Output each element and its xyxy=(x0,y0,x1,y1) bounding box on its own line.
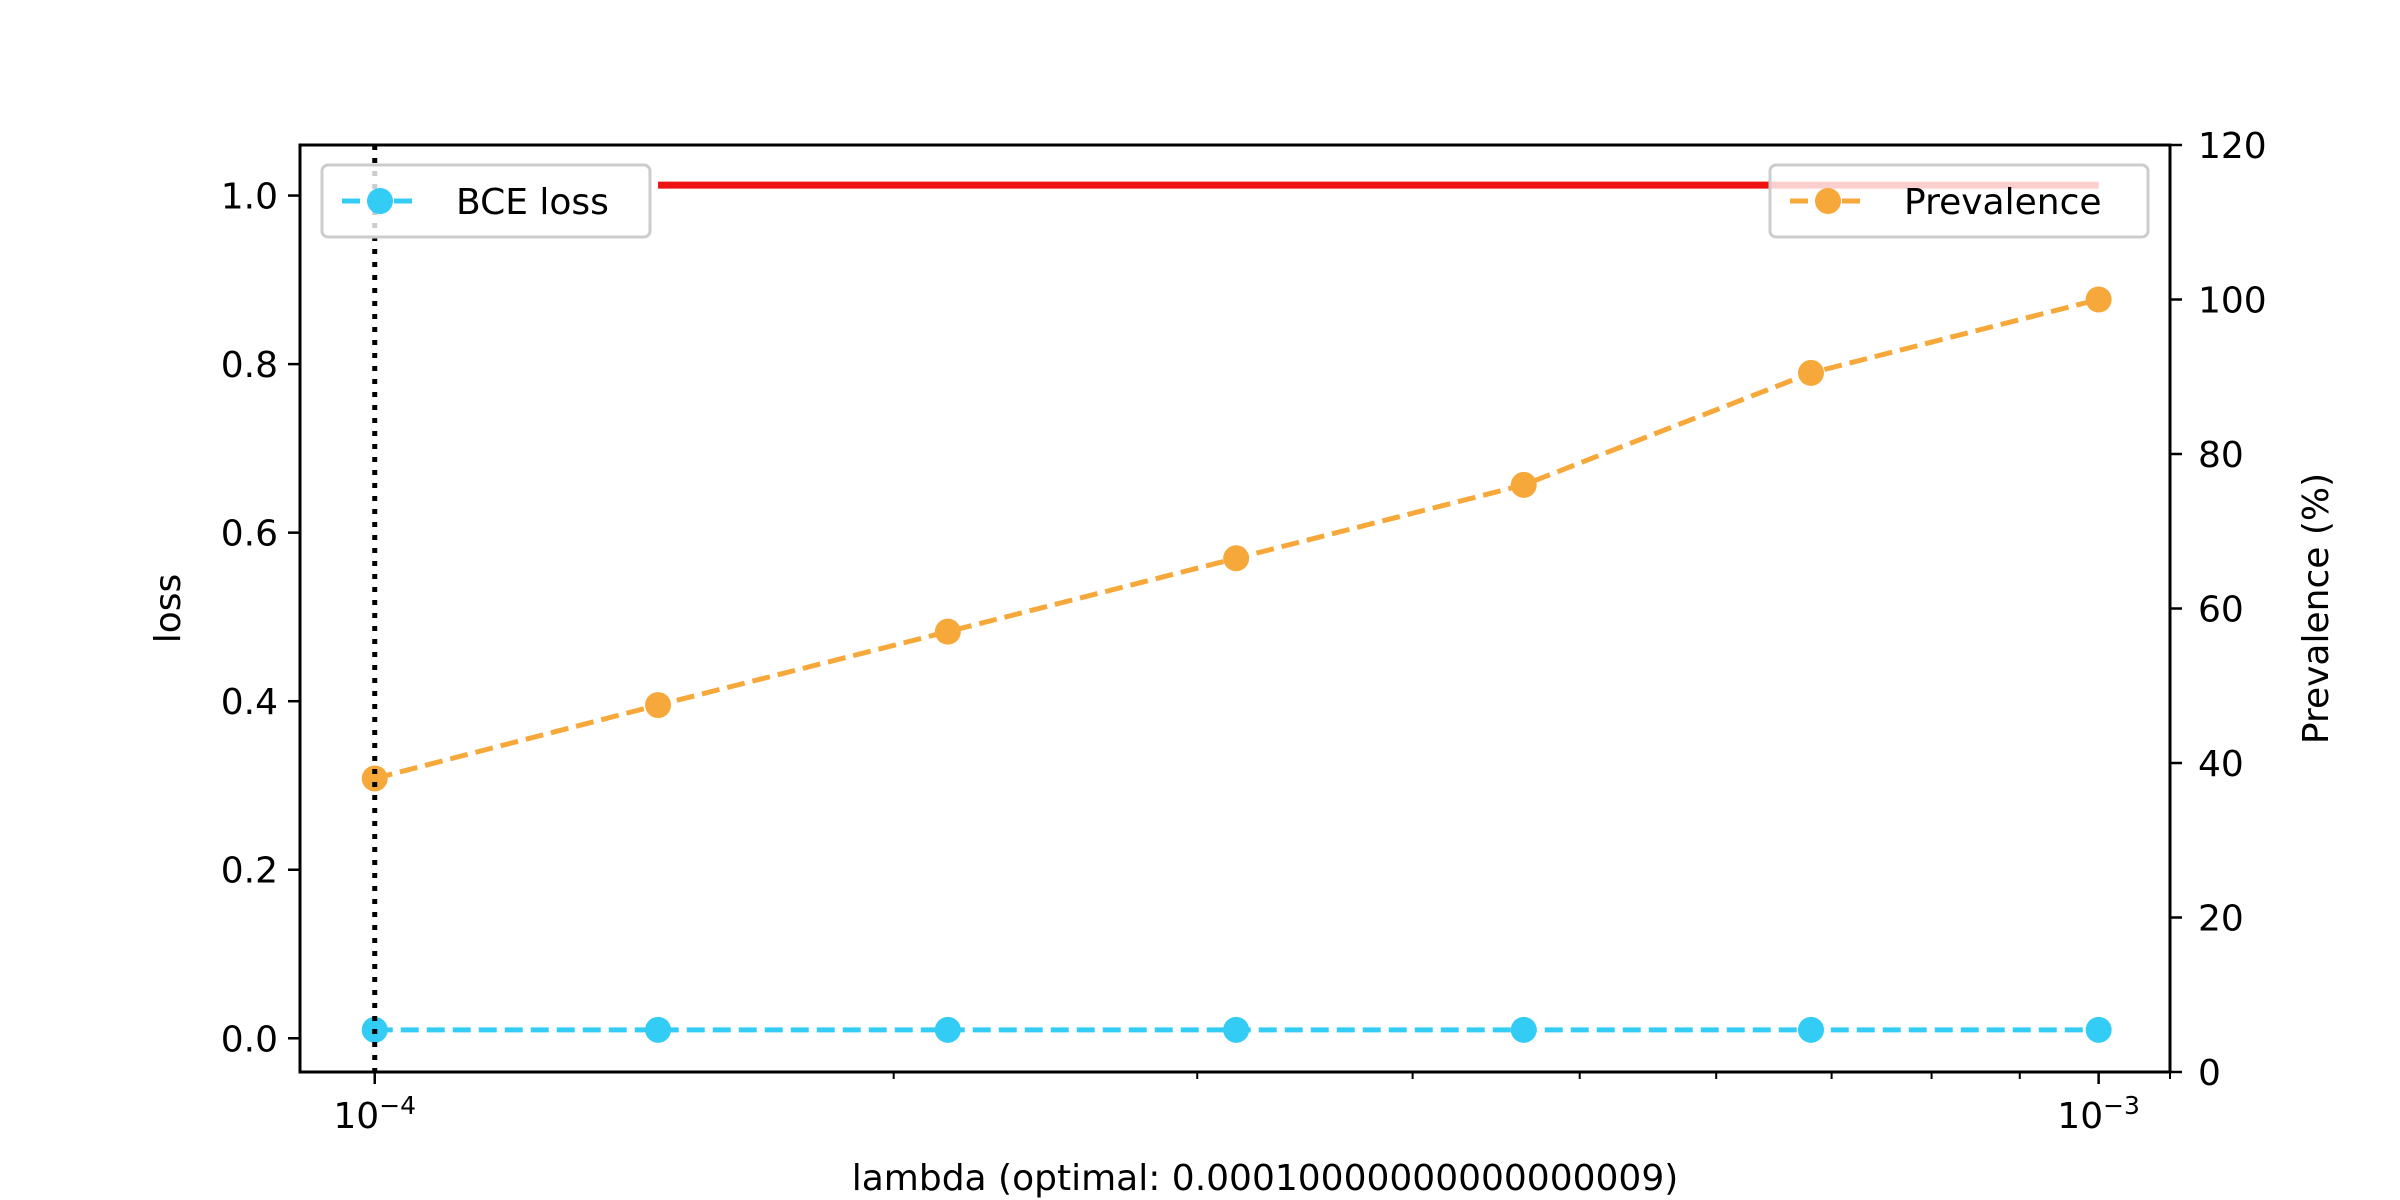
legend-marker-bce-loss xyxy=(367,188,393,214)
prevalence-point xyxy=(934,618,961,645)
x-tick-label: 10−3 xyxy=(2057,1091,2140,1137)
left-axis-label: loss xyxy=(148,574,189,644)
legend-box xyxy=(1768,163,2150,239)
x-tick-label: 10−4 xyxy=(333,1091,416,1137)
ticks-layer: 0.0 0.2 0.4 0.6 0.8 1.0 0 20 40 60 80 100 120 10−4 10−… xyxy=(221,126,2267,1137)
left-tick-label: 0.4 xyxy=(221,682,278,723)
bce-loss-point xyxy=(1223,1016,1250,1043)
prevalence-point xyxy=(1223,545,1250,572)
x-axis-label: lambda (optimal: 0.00010000000000000009) xyxy=(852,1158,1679,1199)
left-tick-label: 0.0 xyxy=(221,1019,278,1060)
right-axis-label: Prevalence (%) xyxy=(2296,473,2337,744)
right-tick-label: 100 xyxy=(2198,281,2267,322)
right-tick-label: 60 xyxy=(2198,590,2244,631)
prevalence-point xyxy=(1510,471,1537,498)
right-tick-label: 80 xyxy=(2198,435,2244,476)
left-tick-label: 0.8 xyxy=(221,345,278,386)
legend-label-bce-loss: BCE loss xyxy=(456,182,609,223)
bce-loss-point xyxy=(934,1016,961,1043)
legend-box xyxy=(320,163,652,239)
right-tick-label: 40 xyxy=(2198,744,2244,785)
legend-left: BCE loss xyxy=(320,163,652,239)
legend-label-prevalence: Prevalence xyxy=(1904,182,2102,223)
legend-right: Prevalence xyxy=(1768,163,2150,239)
left-tick-label: 0.2 xyxy=(221,851,278,892)
legend-layer: BCE loss Prevalence xyxy=(320,163,2150,239)
right-tick-label: 120 xyxy=(2198,126,2267,167)
prevalence-point xyxy=(645,692,672,719)
bce-loss-point xyxy=(645,1016,672,1043)
prevalence-point xyxy=(2085,286,2112,313)
prevalence-point xyxy=(1798,359,1825,386)
bce-loss-point xyxy=(1798,1016,1825,1043)
bce-loss-point xyxy=(2085,1016,2112,1043)
left-tick-label: 1.0 xyxy=(221,177,278,218)
plot-content xyxy=(361,145,2112,1072)
plot-area xyxy=(361,145,2112,1072)
prevalence-point xyxy=(361,765,388,792)
right-tick-label: 0 xyxy=(2198,1053,2221,1094)
right-tick-label: 20 xyxy=(2198,899,2244,940)
bce-loss-point xyxy=(1510,1016,1537,1043)
left-tick-label: 0.6 xyxy=(221,514,278,555)
legend-marker-prevalence xyxy=(1815,188,1841,214)
